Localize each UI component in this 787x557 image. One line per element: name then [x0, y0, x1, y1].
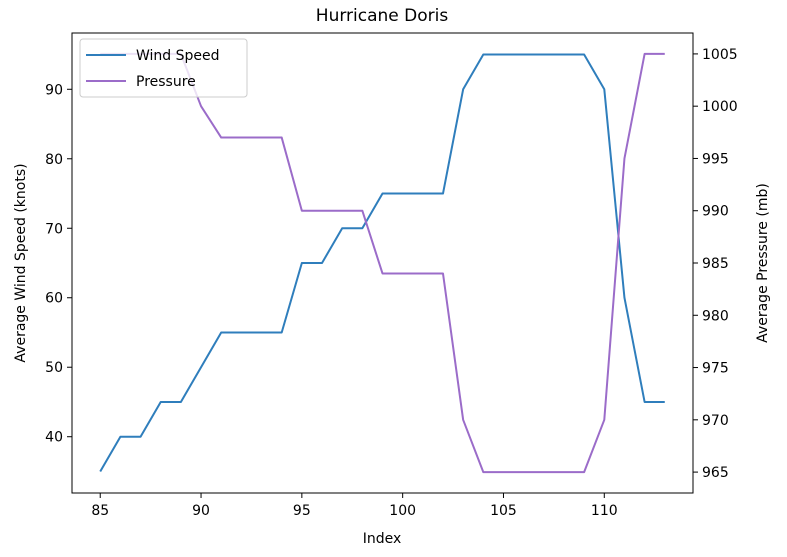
y-left-tick-label: 60 [45, 291, 63, 307]
legend: Wind Speed Pressure [79, 38, 248, 98]
x-tick-label: 105 [490, 503, 517, 519]
x-tick-label: 95 [293, 503, 311, 519]
y-axis-right-label: Average Pressure (mb) [755, 183, 771, 343]
y-axis-left: 40 50 60 70 80 90 [45, 82, 72, 446]
plot-area [71, 32, 694, 494]
y-right-tick-label: 965 [702, 465, 729, 481]
y-axis-left-label: Average Wind Speed (knots) [13, 163, 29, 362]
x-tick-label: 90 [192, 503, 210, 519]
series-line-pressure [100, 52, 665, 474]
legend-box [79, 38, 248, 98]
x-axis-label: Index [363, 531, 402, 547]
x-tick-label: 100 [389, 503, 416, 519]
legend-label-pressure: Pressure [136, 74, 196, 90]
y-right-tick-label: 985 [702, 256, 729, 272]
y-left-tick-label: 40 [45, 430, 63, 446]
x-tick-label: 110 [591, 503, 618, 519]
y-right-tick-label: 980 [702, 308, 729, 324]
series-line-wind-speed [99, 53, 665, 472]
legend-label-wind-speed: Wind Speed [136, 48, 220, 64]
y-right-tick-label: 990 [702, 204, 729, 220]
y-left-tick-label: 80 [45, 152, 63, 168]
y-left-tick-label: 70 [45, 221, 63, 237]
plot-frame [71, 32, 694, 494]
y-axis-right: 965 970 975 980 985 990 995 1000 1005 [693, 47, 738, 481]
y-right-tick-label: 995 [702, 151, 729, 167]
y-right-tick-label: 1005 [702, 47, 738, 63]
series-layer [99, 52, 665, 474]
chart-title: Hurricane Doris [316, 6, 449, 26]
y-left-tick-label: 90 [45, 82, 63, 98]
y-right-tick-label: 1000 [702, 99, 738, 115]
y-right-tick-label: 970 [702, 413, 729, 429]
y-left-tick-label: 50 [45, 360, 63, 376]
y-right-tick-label: 975 [702, 361, 729, 377]
x-axis: 85 90 95 100 105 110 [91, 493, 618, 519]
x-tick-label: 85 [91, 503, 109, 519]
